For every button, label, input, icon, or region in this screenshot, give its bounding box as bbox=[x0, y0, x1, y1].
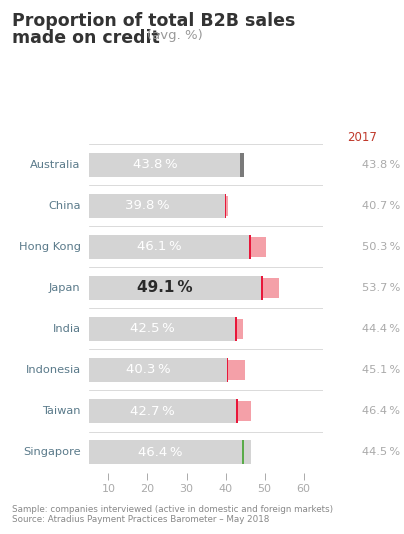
Bar bbox=[242, 440, 244, 464]
Text: Proportion of total B2B sales: Proportion of total B2B sales bbox=[12, 12, 295, 30]
Text: China: China bbox=[48, 201, 80, 211]
Bar bbox=[69, 153, 240, 177]
Bar bbox=[249, 235, 251, 258]
Text: 46.4 %: 46.4 % bbox=[362, 406, 400, 416]
Text: 39.8 %: 39.8 % bbox=[125, 199, 169, 212]
Text: 40.7 %: 40.7 % bbox=[362, 201, 400, 211]
Text: 50.3 %: 50.3 % bbox=[362, 242, 400, 252]
Bar bbox=[226, 195, 228, 216]
Text: made on credit: made on credit bbox=[12, 29, 160, 48]
Bar bbox=[227, 358, 228, 382]
Bar bbox=[69, 194, 225, 218]
Text: 46.1 %: 46.1 % bbox=[137, 240, 182, 253]
Text: 43.8 %: 43.8 % bbox=[133, 158, 177, 171]
Bar bbox=[69, 399, 236, 423]
Bar bbox=[225, 194, 226, 218]
Bar bbox=[69, 235, 249, 258]
Text: (avg. %): (avg. %) bbox=[147, 29, 203, 42]
Bar bbox=[240, 153, 244, 177]
Text: India: India bbox=[53, 324, 80, 334]
Bar bbox=[69, 317, 235, 341]
Bar bbox=[69, 358, 227, 382]
Bar bbox=[251, 237, 266, 257]
Text: 2017: 2017 bbox=[347, 131, 377, 144]
Text: 40.3 %: 40.3 % bbox=[126, 364, 170, 376]
Text: 44.4 %: 44.4 % bbox=[362, 324, 400, 334]
Bar bbox=[69, 440, 250, 464]
Bar bbox=[236, 399, 238, 423]
Bar bbox=[69, 276, 261, 300]
Text: 49.1 %: 49.1 % bbox=[137, 280, 193, 295]
Text: 53.7 %: 53.7 % bbox=[362, 283, 400, 293]
Text: Taiwan: Taiwan bbox=[42, 406, 80, 416]
Text: Australia: Australia bbox=[30, 160, 80, 170]
Text: Japan: Japan bbox=[49, 283, 80, 293]
Bar bbox=[263, 278, 279, 298]
Text: 43.8 %: 43.8 % bbox=[362, 160, 400, 170]
Bar bbox=[228, 360, 246, 380]
Bar bbox=[237, 319, 243, 339]
Text: Indonesia: Indonesia bbox=[25, 365, 80, 375]
Text: 42.7 %: 42.7 % bbox=[130, 405, 175, 418]
Text: 42.5 %: 42.5 % bbox=[130, 323, 175, 335]
Bar bbox=[238, 401, 250, 421]
Text: Singapore: Singapore bbox=[23, 447, 80, 457]
Text: 46.4 %: 46.4 % bbox=[138, 445, 182, 459]
Text: Hong Kong: Hong Kong bbox=[19, 242, 80, 252]
Text: Sample: companies interviewed (active in domestic and foreign markets): Sample: companies interviewed (active in… bbox=[12, 505, 333, 514]
Text: 44.5 %: 44.5 % bbox=[362, 447, 400, 457]
Bar bbox=[261, 276, 263, 300]
Text: Source: Atradius Payment Practices Barometer – May 2018: Source: Atradius Payment Practices Barom… bbox=[12, 515, 269, 524]
Text: 45.1 %: 45.1 % bbox=[362, 365, 400, 375]
Bar bbox=[235, 317, 237, 341]
